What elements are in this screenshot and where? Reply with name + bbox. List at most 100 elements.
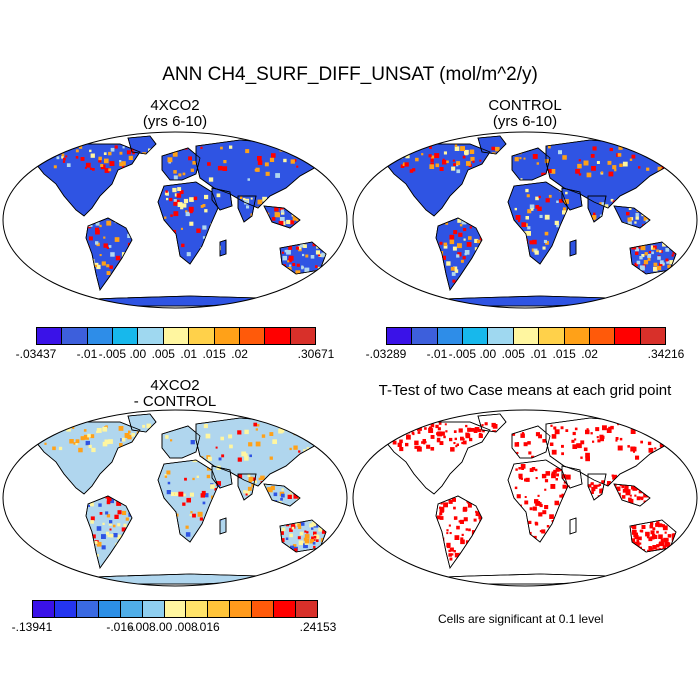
p3-cell <box>44 434 48 438</box>
p3-cell <box>238 474 243 479</box>
p4-cell <box>561 493 564 497</box>
p3-cell <box>88 444 92 448</box>
p3-cell <box>216 481 221 486</box>
p4-cell <box>518 519 523 524</box>
p3-cell <box>213 518 217 523</box>
p4-cell <box>649 524 654 529</box>
p1-cell <box>265 171 270 176</box>
p1-cell <box>130 244 136 250</box>
p3-cell <box>101 534 106 539</box>
p3-cell <box>255 504 259 508</box>
p4-cell <box>541 473 547 479</box>
p1-cell <box>175 257 180 263</box>
p4-cell <box>645 477 649 481</box>
p2-cell <box>603 204 609 209</box>
p1-cell <box>180 206 184 210</box>
p4-cell <box>631 446 637 452</box>
p1-cell <box>175 199 180 204</box>
p4-cell <box>601 480 605 484</box>
p1-cell <box>256 224 259 227</box>
p1-cell <box>119 151 123 155</box>
p1-cell <box>292 215 298 221</box>
p3-cell <box>128 430 131 434</box>
p2-cell <box>456 164 459 167</box>
l1-tick-label-1: -.01 <box>76 347 98 361</box>
p2-cell <box>442 159 447 165</box>
p4-cell <box>595 505 598 508</box>
p2-cell <box>628 207 632 210</box>
p3-cell <box>311 527 314 530</box>
p4-cell <box>583 447 588 452</box>
p4-cell <box>446 542 451 548</box>
p2-cell <box>435 163 440 168</box>
p2-cell <box>624 202 629 208</box>
panel-2-title-line2: (yrs 6-10) <box>492 113 558 130</box>
p3-cell <box>299 431 303 436</box>
p1-cell <box>274 203 278 206</box>
p3-cell <box>118 426 124 431</box>
p1-cell <box>215 228 218 231</box>
p1-cell <box>176 193 182 198</box>
p3-cell <box>199 517 203 521</box>
p4-cell <box>603 501 608 505</box>
p4-cell <box>512 432 516 436</box>
p3-cell <box>190 440 195 445</box>
p3-cell <box>96 554 99 557</box>
p3-cell <box>215 446 218 449</box>
p2-cell <box>616 218 620 221</box>
p4-cell <box>555 467 560 472</box>
p3-cell <box>119 443 123 447</box>
p2-cell <box>657 256 661 260</box>
p4-cell <box>647 488 651 492</box>
p1-cell <box>206 244 209 247</box>
p1-cell <box>186 252 191 257</box>
p2-cell <box>452 246 457 251</box>
p3-cell <box>112 524 116 528</box>
p4-cell <box>399 439 403 444</box>
p2-cell <box>494 154 497 158</box>
p3-cell <box>292 477 296 482</box>
p3-cell <box>267 496 270 500</box>
p4-cell <box>639 542 642 545</box>
p4-cell <box>631 485 636 490</box>
p4-cell <box>554 500 559 506</box>
p3-cell <box>190 511 193 514</box>
p3-cell <box>102 441 108 447</box>
p1-cell <box>290 159 295 164</box>
p3-cell <box>166 470 171 475</box>
p2-cell <box>624 196 628 200</box>
p4-cell <box>539 530 542 533</box>
p1-cell <box>312 243 316 247</box>
p1-cell <box>52 145 56 149</box>
p4-cell <box>481 424 484 427</box>
p4-cell <box>541 529 546 534</box>
p1-cell <box>310 175 315 180</box>
p2-cell <box>514 230 518 235</box>
p1-cell <box>303 244 307 248</box>
p2-cell <box>591 215 596 221</box>
p2-cell <box>583 160 589 166</box>
p1-cell <box>314 273 318 277</box>
p4-cell <box>478 433 483 438</box>
p2-cell <box>460 146 465 151</box>
p2-cell <box>436 273 439 277</box>
p2-cell <box>668 269 673 274</box>
p2-cell <box>478 249 483 255</box>
p2-cell <box>451 272 456 276</box>
p4-cell <box>666 429 669 432</box>
p4-cell <box>612 474 617 480</box>
p2-cell <box>439 278 445 283</box>
p4-cell <box>544 479 549 483</box>
p3-cell <box>96 526 102 531</box>
p4-cell <box>462 438 465 441</box>
p4-cell <box>518 476 522 480</box>
p1-cell <box>108 151 112 156</box>
p2-cell <box>515 215 521 220</box>
p2-cell <box>439 241 443 245</box>
p2-cell <box>532 239 537 245</box>
legend-2-colorbar <box>386 327 666 345</box>
p3-cell <box>297 490 300 494</box>
p4-cell <box>531 455 535 459</box>
p3-cell <box>306 531 309 534</box>
p1-cell <box>173 201 178 206</box>
